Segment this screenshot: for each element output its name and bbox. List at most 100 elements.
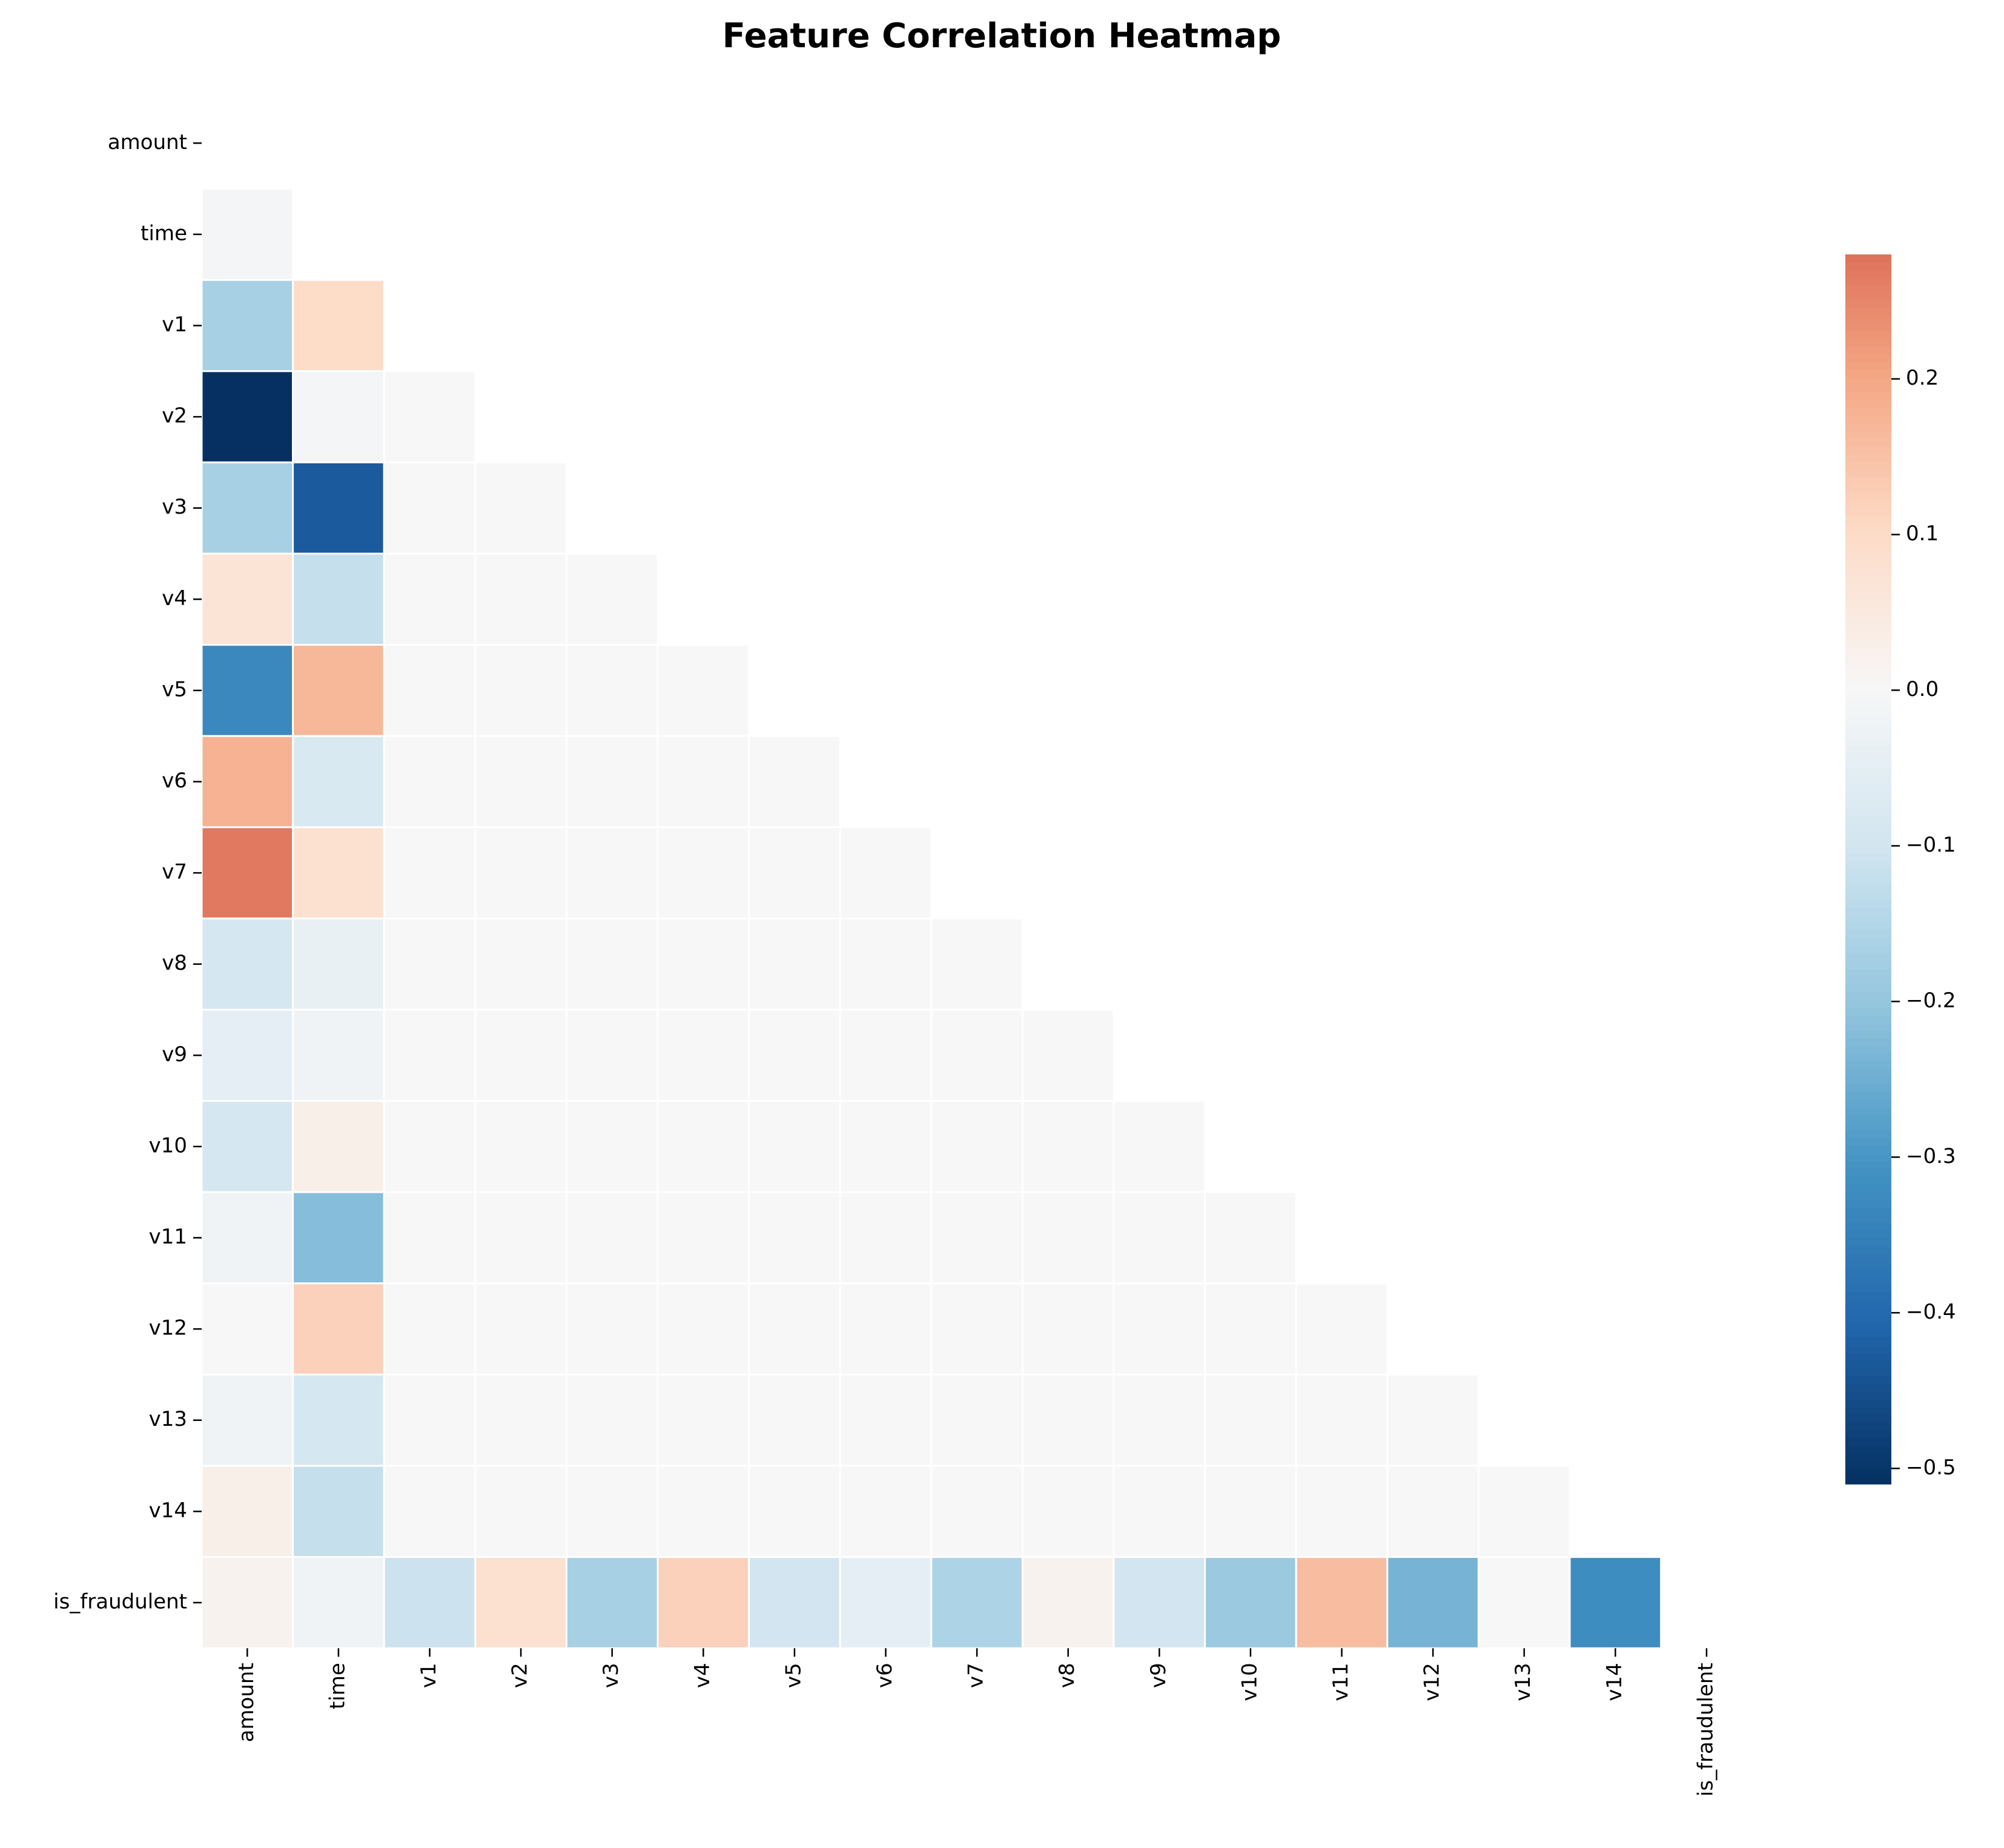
colorbar-segment <box>1845 846 1891 855</box>
heatmap-cell-v9-amount <box>200 1008 294 1102</box>
heatmap-cell-v3-v1 <box>383 461 477 555</box>
heatmap-cell-v9-v7 <box>930 1008 1023 1102</box>
x-tick-label-v8: v8 <box>1055 1663 1079 1688</box>
heatmap-cell-v7-amount <box>200 826 294 919</box>
heatmap-cell-is_fraudulent-v2 <box>474 1556 567 1649</box>
heatmap-cell-v13-amount <box>200 1373 294 1467</box>
heatmap-cell-v14-v11 <box>1295 1465 1389 1558</box>
heatmap-cell-v9-v6 <box>839 1008 933 1102</box>
colorbar-segment <box>1845 1115 1891 1124</box>
colorbar-segment <box>1845 969 1891 978</box>
heatmap-cell-v7-v5 <box>748 826 841 919</box>
colorbar-segment <box>1845 538 1891 547</box>
colorbar-segment <box>1845 753 1891 763</box>
colorbar-segment <box>1845 730 1891 740</box>
y-tick-label-is_fraudulent: is_fraudulent <box>53 1589 187 1614</box>
heatmap-cell-v14-v1 <box>383 1465 477 1558</box>
colorbar-segment <box>1845 270 1891 278</box>
colorbar-segment <box>1845 1268 1891 1277</box>
colorbar-segment <box>1845 1399 1891 1408</box>
heatmap-cell-v12-v6 <box>839 1282 933 1376</box>
heatmap-cell-v3-v2 <box>474 461 567 555</box>
colorbar-segment <box>1845 1299 1891 1308</box>
colorbar-segment <box>1845 477 1891 486</box>
heatmap-cell-v4-v1 <box>383 552 477 646</box>
heatmap-cell-v4-v3 <box>565 552 659 646</box>
heatmap-cell-v3-amount <box>200 461 294 555</box>
colorbar-segment <box>1845 684 1891 693</box>
colorbar-segment <box>1845 1222 1891 1231</box>
colorbar-segment <box>1845 769 1891 778</box>
heatmap-cell-is_fraudulent-v14 <box>1569 1556 1662 1649</box>
colorbar-segment <box>1845 1284 1891 1293</box>
heatmap-cell-v12-v1 <box>383 1282 477 1376</box>
colorbar-segment <box>1845 316 1891 324</box>
colorbar-segment <box>1845 953 1891 962</box>
heatmap-cell-v9-v8 <box>1021 1008 1115 1102</box>
colorbar-segment <box>1845 1468 1891 1477</box>
heatmap-cell-v14-v6 <box>839 1465 933 1558</box>
y-axis-tick-labels: amount time v1 v2 v3 v4 v5 v6 v7 v8 v9 v10 v11 v12 v13… <box>53 130 202 1614</box>
colorbar-segment <box>1845 961 1891 970</box>
heatmap-cell-v12-v9 <box>1113 1282 1206 1376</box>
colorbar-segment <box>1845 1368 1891 1377</box>
y-tick-label-v9: v9 <box>162 1042 187 1067</box>
colorbar-segment <box>1845 1245 1891 1254</box>
colorbar-segment <box>1845 1361 1891 1369</box>
heatmap-cell-v7-v6 <box>839 826 933 919</box>
heatmap-cell-v13-v8 <box>1021 1373 1115 1467</box>
heatmap-cell-v4-v2 <box>474 552 567 646</box>
heatmap-cell-v12-v11 <box>1295 1282 1389 1376</box>
heatmap-cell-is_fraudulent-v7 <box>930 1556 1023 1649</box>
heatmap-cell-time-amount <box>200 188 294 281</box>
heatmap-cell-v8-v4 <box>656 917 750 1011</box>
colorbar-segment <box>1845 1253 1891 1262</box>
colorbar-segment <box>1845 707 1891 717</box>
heatmap-cell-v6-v4 <box>656 735 750 829</box>
colorbar-segment <box>1845 254 1891 263</box>
heatmap-cell-v14-v4 <box>656 1465 750 1558</box>
heatmap-cell-v13-v3 <box>565 1373 659 1467</box>
colorbar-segment <box>1845 899 1891 909</box>
x-tick-label-v13: v13 <box>1511 1663 1535 1701</box>
colorbar-segment <box>1845 1437 1891 1446</box>
colorbar-segment <box>1845 1015 1891 1024</box>
y-tick-label-v7: v7 <box>162 860 187 884</box>
colorbar-segment <box>1845 992 1891 1001</box>
x-tick-label-v7: v7 <box>964 1663 988 1688</box>
heatmap-cell-v5-amount <box>200 644 294 737</box>
colorbar-segment <box>1845 661 1891 670</box>
colorbar-segment <box>1845 554 1891 563</box>
colorbar-segment <box>1845 1184 1891 1193</box>
colorbar-segment <box>1845 585 1891 594</box>
heatmap-cell-v5-v4 <box>656 644 750 737</box>
colorbar-segment <box>1845 1091 1891 1101</box>
colorbar-segment <box>1845 915 1891 924</box>
chart-title: Feature Correlation Heatmap <box>723 16 1281 56</box>
heatmap-cell-is_fraudulent-v9 <box>1113 1556 1206 1649</box>
heatmap-cell-v4-time <box>292 552 385 646</box>
colorbar-segment <box>1845 454 1891 463</box>
colorbar-segment <box>1845 1407 1891 1416</box>
y-tick-label-amount: amount <box>108 130 187 154</box>
x-tick-label-v11: v11 <box>1329 1663 1353 1701</box>
heatmap-cell-v13-time <box>292 1373 385 1467</box>
colorbar-segment <box>1845 331 1891 340</box>
colorbar-segment <box>1845 1314 1891 1323</box>
colorbar-segment <box>1845 761 1891 770</box>
colorbar-segment <box>1845 1353 1891 1362</box>
colorbar-segment <box>1845 354 1891 363</box>
heatmap-cell-v6-v5 <box>748 735 841 829</box>
colorbar-segment <box>1845 1453 1891 1462</box>
colorbar-segment <box>1845 546 1891 555</box>
heatmap-cell-is_fraudulent-v12 <box>1386 1556 1480 1649</box>
colorbar-segment <box>1845 830 1891 840</box>
heatmap-cell-v3-time <box>292 461 385 555</box>
heatmap-cell-v14-v7 <box>930 1465 1023 1558</box>
colorbar-segment <box>1845 446 1891 455</box>
y-tick-label-v1: v1 <box>162 313 187 337</box>
colorbar-segment <box>1845 1238 1891 1247</box>
x-tick-label-v6: v6 <box>873 1663 897 1688</box>
heatmap-cell-v8-v3 <box>565 917 659 1011</box>
heatmap-cell-v10-v6 <box>839 1100 933 1193</box>
